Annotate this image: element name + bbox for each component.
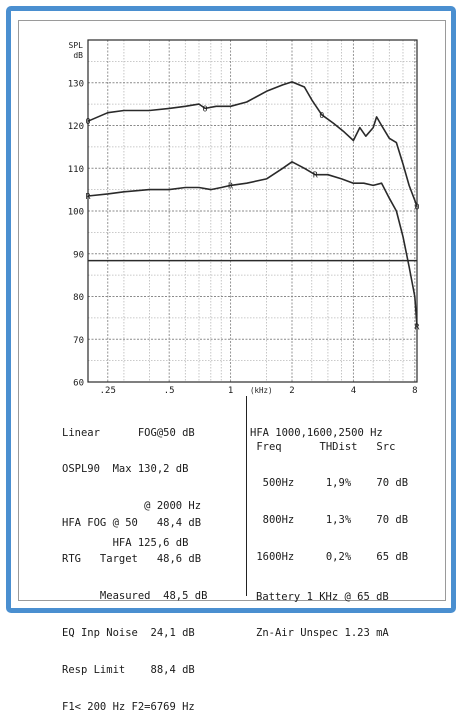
hfa-header-text: HFA 1000,1600,2500 Hz [250,426,383,439]
spec-block-left-bottom: HFA FOG @ 50 48,4 dB RTG Target 48,6 dB … [62,492,207,726]
y-tick-label: 70 [73,336,84,346]
distortion-table-header: Freq THDist Src [250,440,396,453]
y-tick-label: 130 [68,79,84,89]
distortion-table: Freq THDist Src 500Hz 1,9% 70 dB 800Hz 1… [250,416,408,576]
y-axis-title: dB [73,51,83,60]
battery-line: Zn-Air Unspec 1.23 mA [256,627,389,640]
y-tick-label: 80 [73,293,84,303]
spec-line: Linear FOG@50 dB [62,426,195,439]
spec-line: EQ Inp Noise 24,1 dB [62,627,195,640]
battery-info: Battery 1 KHz @ 65 dB Zn-Air Unspec 1.23… [256,566,389,652]
distortion-table-row: 800Hz 1,3% 70 dB [250,514,409,527]
spec-line: HFA 125,6 dB [62,537,189,550]
spec-line: OSPL90 Max 130,2 dB [62,463,189,476]
spec-line: Measured 48,5 dB [62,590,208,603]
series-marker-R: R [86,192,91,201]
plot-frame [87,39,418,383]
series-marker-R: R [415,322,420,331]
x-tick-label: .5 [164,386,175,396]
x-tick-label: 1 [228,386,233,396]
hfa-header: HFA 1000,1600,2500 Hz [250,402,383,451]
y-tick-label: 90 [73,250,84,260]
y-tick-label: 110 [68,165,84,175]
x-tick-label: .25 [100,386,116,396]
spec-line: F1< 200 Hz F2=6769 Hz [62,701,195,714]
series-marker-R: R [313,171,318,180]
y-tick-label: 100 [68,208,84,218]
x-unit-label: (kHz) [250,386,273,395]
x-tick-label: 8 [412,386,417,396]
figure-panel [18,20,446,601]
distortion-table-row: 1600Hz 0,2% 65 dB [250,551,409,564]
y-axis-title: SPL [69,41,84,50]
y-tick-label: 120 [68,122,84,132]
series-marker-O: O [203,104,208,113]
y-tick-label: 60 [73,379,84,389]
series-marker-O: O [86,117,91,126]
distortion-table-row: 500Hz 1,9% 70 dB [250,477,409,490]
series-marker-R: R [228,181,233,190]
x-tick-label: 2 [289,386,294,396]
series-marker-O: O [319,111,324,120]
x-tick-label: 4 [351,386,356,396]
spec-divider [246,396,247,596]
series-curve-O [87,81,418,207]
spec-line: RTG Target 48,6 dB [62,553,202,566]
spec-line: HFA FOG @ 50 48,4 dB [62,516,202,529]
spec-block-left-top: Linear FOG@50 dB OSPL90 Max 130,2 dB @ 2… [62,402,201,562]
battery-line: Battery 1 KHz @ 65 dB [256,590,389,603]
spec-line: @ 2000 Hz [62,500,202,513]
series-curve-R [87,161,418,327]
series-marker-O: O [415,203,420,212]
spec-line: Resp Limit 88,4 dB [62,664,195,677]
